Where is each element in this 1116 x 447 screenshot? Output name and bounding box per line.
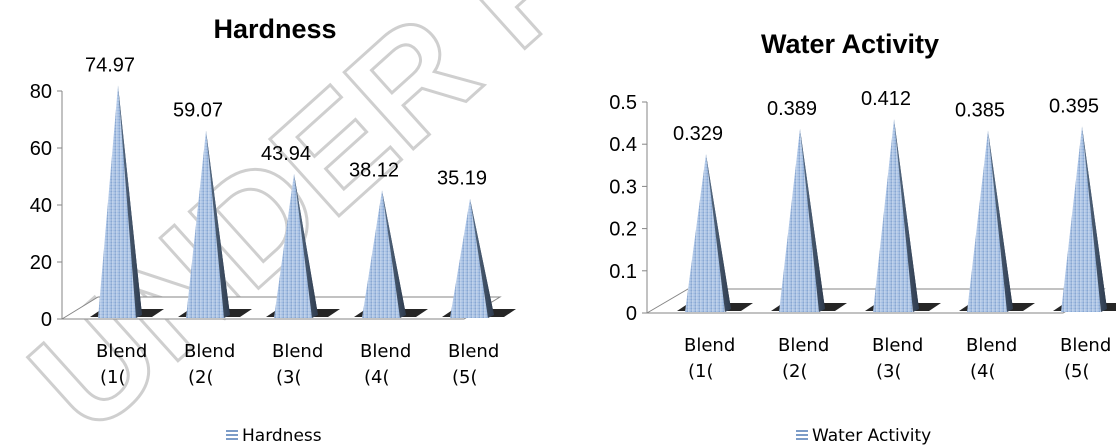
- bar: [442, 198, 516, 318]
- category-label: Blend (1(: [96, 341, 147, 388]
- y-tick-label: 0.1: [609, 261, 637, 283]
- bar: [677, 154, 753, 312]
- x-axis-categories: Blend (1( Blend (2( Blend (3( Blend (4( Blend (5(: [96, 341, 499, 388]
- bar-back-face: [470, 198, 494, 315]
- y-tick-label: 0.4: [609, 134, 637, 156]
- category-label: Blend (5(: [1060, 335, 1111, 382]
- y-axis: 0 0.1 0.2 0.3 0.4 0.5: [609, 92, 648, 325]
- category-label: Blend (3(: [272, 341, 323, 388]
- water-activity-chart: Water Activity 00.10.20.30.40.5 0.3290.3…: [609, 29, 1116, 446]
- bar-front-face: [779, 128, 819, 312]
- y-tick-label: 40: [30, 195, 52, 217]
- category-label: Blend (5(: [448, 341, 499, 388]
- legend-swatch-icon: [796, 430, 808, 440]
- bar-back-face: [1082, 126, 1107, 309]
- bar-front-face: [873, 119, 913, 312]
- legend-label: Water Activity: [812, 426, 931, 446]
- bar-back-face: [894, 119, 919, 309]
- bar-back-face: [800, 128, 825, 309]
- bar-back-face: [294, 173, 318, 315]
- x-axis-categories: Blend (1( Blend (2( Blend (3( Blend (4( Blend (5(: [684, 335, 1111, 382]
- data-label: 59.07: [173, 100, 223, 122]
- y-tick-label: 0: [626, 303, 637, 325]
- category-label: Blend (4(: [966, 335, 1017, 382]
- bar-front-face: [186, 130, 224, 318]
- data-label: 0.395: [1049, 95, 1099, 117]
- y-tick-label: 0.3: [609, 176, 637, 198]
- bars: 0.329 0.389 0.412 0.385 0.395: [673, 88, 1116, 312]
- data-label: 0.385: [955, 100, 1005, 122]
- bar: [266, 173, 340, 318]
- bar-back-face: [206, 130, 230, 315]
- y-tick-label: 20: [30, 252, 52, 274]
- y-tick-label: 60: [30, 138, 52, 160]
- bar: [90, 85, 164, 318]
- bar-back-face: [988, 130, 1013, 309]
- y-tick-label: 80: [30, 81, 52, 103]
- bar-front-face: [98, 85, 136, 318]
- bar-front-face: [274, 173, 312, 318]
- legend: Hardness: [226, 426, 322, 446]
- data-label: 43.94: [261, 143, 311, 165]
- legend-swatch-icon: [226, 430, 238, 440]
- legend: Water Activity: [796, 426, 931, 446]
- category-label: Blend (2(: [778, 335, 829, 382]
- bar-front-face: [1061, 126, 1101, 312]
- bar: [1053, 126, 1116, 312]
- bar-front-face: [450, 198, 488, 318]
- bar: [865, 119, 941, 312]
- data-label: 38.12: [349, 159, 399, 181]
- category-label: Blend (3(: [872, 335, 923, 382]
- data-label: 0.389: [767, 98, 817, 120]
- data-label: 35.19: [437, 168, 487, 190]
- data-label: 0.329: [673, 123, 723, 145]
- category-label: Blend (2(: [184, 341, 235, 388]
- bar-front-face: [685, 154, 725, 312]
- y-tick-label: 0.5: [609, 92, 637, 114]
- chart-title: Hardness: [213, 14, 336, 44]
- bar: [354, 190, 428, 318]
- data-label: 74.97: [85, 54, 135, 76]
- legend-label: Hardness: [242, 426, 322, 446]
- bars: 74.97 59.07 43.94 38.12 35.19: [85, 54, 516, 318]
- bar: [959, 130, 1035, 312]
- bar-back-face: [706, 154, 731, 309]
- bar-front-face: [362, 190, 400, 318]
- bar-back-face: [382, 190, 406, 315]
- chart-title: Water Activity: [761, 29, 939, 59]
- category-label: Blend (4(: [360, 341, 411, 388]
- category-label: Blend (1(: [684, 335, 735, 382]
- bar-back-face: [118, 85, 142, 315]
- y-tick-label: 0.2: [609, 219, 637, 241]
- y-axis: 0 20 40 60 80: [30, 81, 63, 331]
- bar: [178, 130, 252, 318]
- bar-front-face: [967, 130, 1007, 312]
- y-tick-label: 0: [41, 309, 52, 331]
- hardness-chart: Hardness 0 20 40 60 80 74.97 59.07 43.94 38.12 3…: [30, 14, 516, 446]
- bar: [771, 128, 847, 312]
- data-label: 0.412: [861, 88, 911, 110]
